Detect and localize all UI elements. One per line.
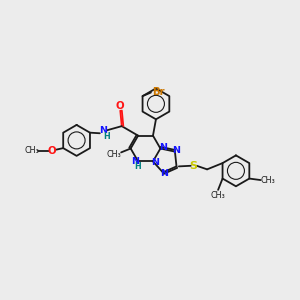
- Text: S: S: [190, 161, 198, 171]
- Text: H: H: [103, 132, 110, 141]
- Text: CH₃: CH₃: [260, 176, 275, 184]
- Text: O: O: [116, 100, 124, 111]
- Text: CH₃: CH₃: [24, 146, 39, 155]
- Text: N: N: [160, 169, 168, 178]
- Text: CH₃: CH₃: [106, 150, 121, 159]
- Text: H: H: [135, 162, 142, 171]
- Text: N: N: [131, 158, 139, 166]
- Text: CH₃: CH₃: [211, 191, 226, 200]
- Text: N: N: [172, 146, 180, 155]
- Text: N: N: [159, 142, 167, 152]
- Text: Br: Br: [152, 87, 164, 97]
- Text: N: N: [151, 158, 159, 167]
- Text: O: O: [48, 146, 56, 155]
- Text: N: N: [99, 126, 107, 135]
